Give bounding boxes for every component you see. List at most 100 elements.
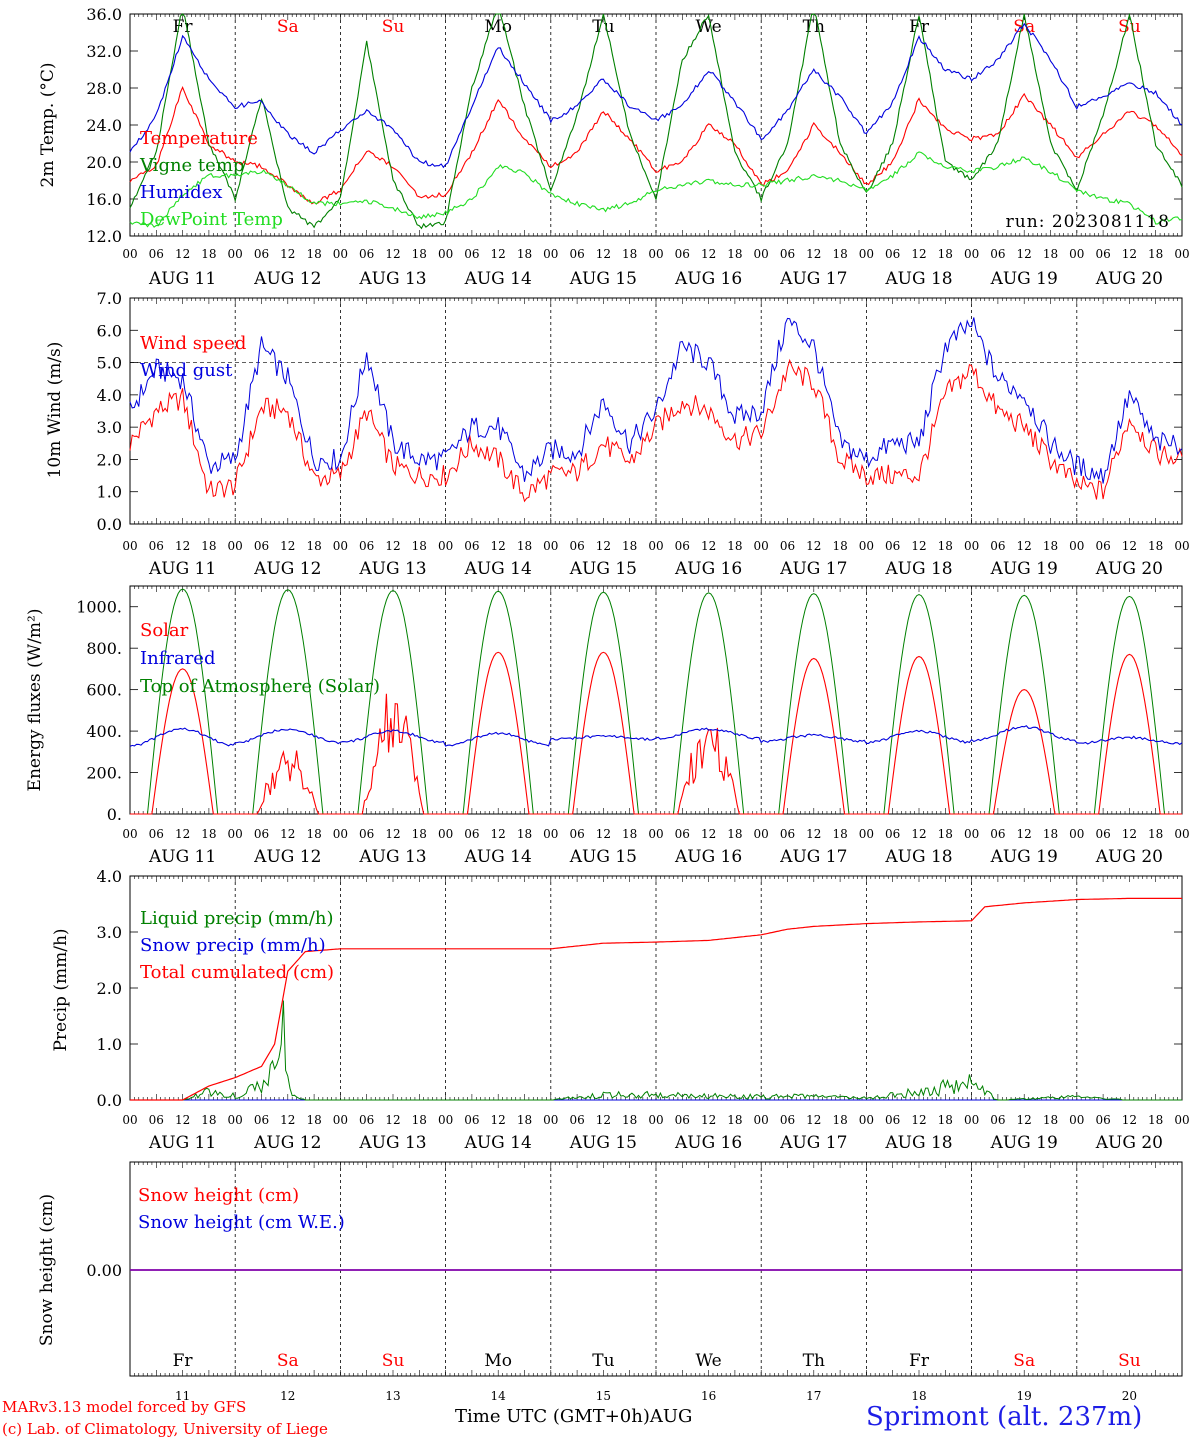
temp-series-1 (129, 12, 1183, 230)
hour-tick-label: 18 (622, 1113, 637, 1127)
hour-tick-label: 12 (701, 1113, 716, 1127)
hour-tick-label: 18 (1043, 1113, 1058, 1127)
date-label: AUG 16 (674, 847, 742, 867)
hour-tick-label: 00 (333, 1113, 348, 1127)
hour-tick-label: 00 (543, 1113, 558, 1127)
date-label: AUG 11 (148, 269, 216, 289)
wind-ytick-label: 6.0 (97, 321, 122, 340)
legend-wind-speed: Wind speed (140, 333, 246, 354)
hour-tick-label: 00 (122, 247, 137, 261)
date-label: AUG 17 (779, 269, 847, 289)
date-label: AUG 16 (674, 559, 742, 579)
day-number-label: 14 (491, 1389, 507, 1403)
hour-tick-label: 06 (990, 539, 1005, 553)
date-label: AUG 11 (148, 1133, 216, 1153)
energy-ytick-label: 800. (86, 639, 122, 658)
hour-tick-label: 12 (280, 827, 295, 841)
hour-tick-label: 12 (596, 1113, 611, 1127)
hour-tick-label: 18 (832, 247, 847, 261)
hour-tick-label: 12 (1017, 1113, 1032, 1127)
date-label: AUG 20 (1095, 1133, 1163, 1153)
precip-ytick-label: 2.0 (97, 979, 122, 998)
legend-snow-height-cm-: Snow height (cm) (138, 1185, 299, 1206)
temp-ytick-label: 12.0 (86, 227, 122, 246)
hour-tick-label: 12 (806, 1113, 821, 1127)
hour-tick-label: 12 (1122, 827, 1137, 841)
hour-tick-label: 18 (727, 247, 742, 261)
wind-ytick-label: 5.0 (97, 354, 122, 373)
wind-series-0 (129, 358, 1183, 503)
hour-tick-label: 06 (675, 1113, 690, 1127)
hour-tick-label: 06 (885, 539, 900, 553)
hour-tick-label: 00 (859, 539, 874, 553)
temp-series-0 (129, 85, 1183, 205)
x-axis-title: Time UTC (GMT+0h)AUG (455, 1406, 692, 1427)
hour-tick-label: 00 (1069, 247, 1084, 261)
date-label: AUG 17 (779, 559, 847, 579)
hour-tick-label: 00 (648, 247, 663, 261)
weekday-label: Su (382, 17, 405, 37)
month-label: AUG (649, 1406, 693, 1427)
wind-ytick-label: 1.0 (97, 483, 122, 502)
legend-wind-gust: Wind gust (140, 360, 233, 381)
hour-tick-label: 18 (622, 247, 637, 261)
hour-tick-label: 06 (675, 247, 690, 261)
hour-tick-label: 00 (754, 539, 769, 553)
precip-ytick-label: 4.0 (97, 867, 122, 886)
hour-tick-label: 06 (464, 827, 479, 841)
date-label: AUG 14 (464, 1133, 532, 1153)
precip-series-liquid (130, 1000, 1182, 1101)
hour-tick-label: 12 (491, 1113, 506, 1127)
hour-tick-label: 12 (911, 827, 926, 841)
hour-tick-label: 12 (491, 827, 506, 841)
weekday-label: Tu (592, 17, 614, 37)
date-label: AUG 16 (674, 1133, 742, 1153)
hour-tick-label: 06 (359, 827, 374, 841)
weekday-label: We (696, 17, 722, 37)
hour-tick-label: 06 (1095, 827, 1110, 841)
hour-tick-label: 00 (1174, 1113, 1189, 1127)
hour-tick-label: 18 (1148, 539, 1163, 553)
hour-tick-label: 00 (1069, 827, 1084, 841)
hour-tick-label: 12 (701, 827, 716, 841)
hour-tick-label: 18 (832, 1113, 847, 1127)
energy-series-infrared (129, 725, 1183, 747)
energy-y-axis-label: Energy fluxes (W/m²) (25, 609, 45, 792)
legend-liquid-precip-mm-h-: Liquid precip (mm/h) (140, 908, 334, 929)
date-label: AUG 17 (779, 847, 847, 867)
weekday-label-bottom: Su (1118, 1351, 1141, 1371)
hour-tick-label: 06 (1095, 1113, 1110, 1127)
date-label: AUG 18 (884, 269, 952, 289)
hour-tick-label: 12 (1017, 827, 1032, 841)
hour-tick-label: 00 (228, 539, 243, 553)
legend-dewpoint-temp: DewPoint Temp (140, 209, 283, 230)
hour-tick-label: 00 (1069, 539, 1084, 553)
hour-tick-label: 00 (964, 1113, 979, 1127)
date-label: AUG 15 (569, 269, 637, 289)
hour-tick-label: 00 (543, 827, 558, 841)
precip-series-total (130, 897, 1182, 1101)
hour-tick-label: 06 (780, 827, 795, 841)
energy-ytick-label: 1000. (76, 598, 122, 617)
legend-snow-height-cm-w-e-: Snow height (cm W.E.) (138, 1212, 345, 1233)
model-credit: MARv3.13 model forced by GFS (2, 1398, 247, 1416)
hour-tick-label: 12 (1017, 247, 1032, 261)
legend-temperature: Temperature (140, 128, 258, 149)
hour-tick-label: 00 (1174, 247, 1189, 261)
hour-tick-label: 12 (491, 247, 506, 261)
hour-tick-label: 06 (254, 1113, 269, 1127)
date-label: AUG 19 (990, 1133, 1058, 1153)
run-label: run: 2023081118 (1006, 212, 1170, 232)
weekday-label-bottom: Fr (909, 1351, 930, 1371)
hour-tick-label: 18 (412, 539, 427, 553)
date-label: AUG 12 (253, 847, 321, 867)
hour-tick-label: 12 (911, 539, 926, 553)
hour-tick-label: 06 (990, 1113, 1005, 1127)
date-label: AUG 20 (1095, 269, 1163, 289)
energy-ytick-label: 200. (86, 764, 122, 783)
hour-tick-label: 06 (254, 247, 269, 261)
date-label: AUG 19 (990, 559, 1058, 579)
weekday-label-bottom: Fr (173, 1351, 194, 1371)
hour-tick-label: 00 (648, 827, 663, 841)
